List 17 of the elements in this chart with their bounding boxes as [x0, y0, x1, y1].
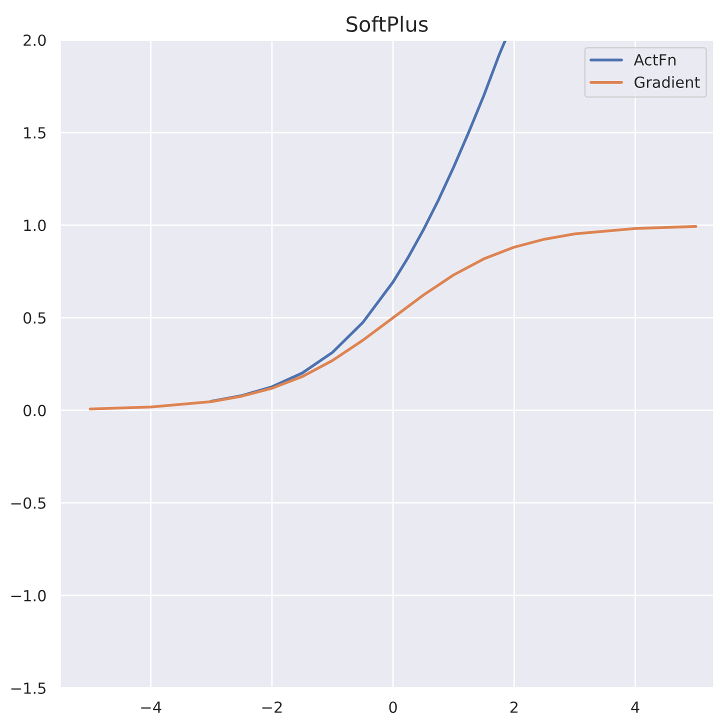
- x-tick-label: −4: [141, 702, 162, 713]
- line-series: [88, 225, 698, 410]
- y-tick-label: −0.5: [11, 497, 46, 509]
- legend-label: ActFn: [634, 54, 676, 66]
- y-tick-label: 0.0: [24, 404, 46, 416]
- x-tick-label: 2: [510, 701, 518, 713]
- y-tick-label: 2.0: [24, 34, 46, 46]
- y-tick-label: −1.5: [11, 682, 46, 694]
- y-tick-label: 0.5: [24, 312, 46, 324]
- x-tick-label: 0: [389, 701, 397, 714]
- y-tick-label: 1.0: [24, 220, 46, 232]
- x-tick-label: 4: [631, 702, 640, 713]
- y-tick-label: −1.0: [11, 590, 46, 602]
- x-tick-label: −2: [262, 701, 282, 713]
- chart-title: SoftPlus: [346, 16, 428, 32]
- y-tick-label: 1.5: [24, 127, 46, 139]
- legend-label: Gradient: [634, 76, 700, 88]
